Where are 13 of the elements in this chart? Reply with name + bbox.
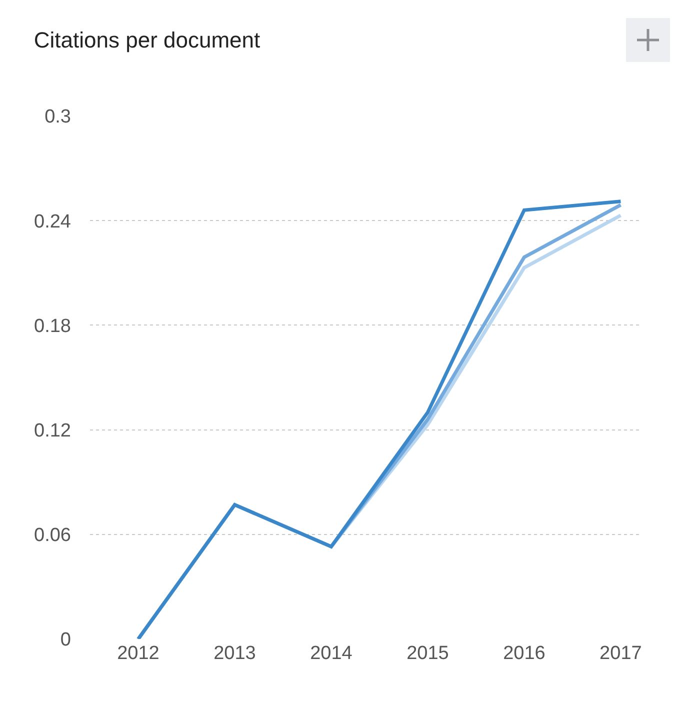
x-tick-label: 2015 — [406, 643, 449, 664]
x-tick-label: 2014 — [310, 643, 353, 664]
y-tick-label: 0.18 — [34, 316, 71, 337]
x-tick-label: 2013 — [214, 643, 256, 664]
x-tick-label: 2016 — [503, 643, 546, 664]
y-tick-label: 0.12 — [34, 420, 71, 442]
y-tick-label: 0.06 — [34, 525, 71, 546]
chart-title: Citations per document — [34, 27, 260, 52]
x-tick-label: 2017 — [600, 643, 642, 664]
y-tick-label: 0 — [60, 630, 71, 651]
x-tick-label: 2012 — [117, 643, 160, 664]
y-tick-label: 0.3 — [44, 106, 71, 128]
y-tick-label: 0.24 — [34, 211, 72, 232]
